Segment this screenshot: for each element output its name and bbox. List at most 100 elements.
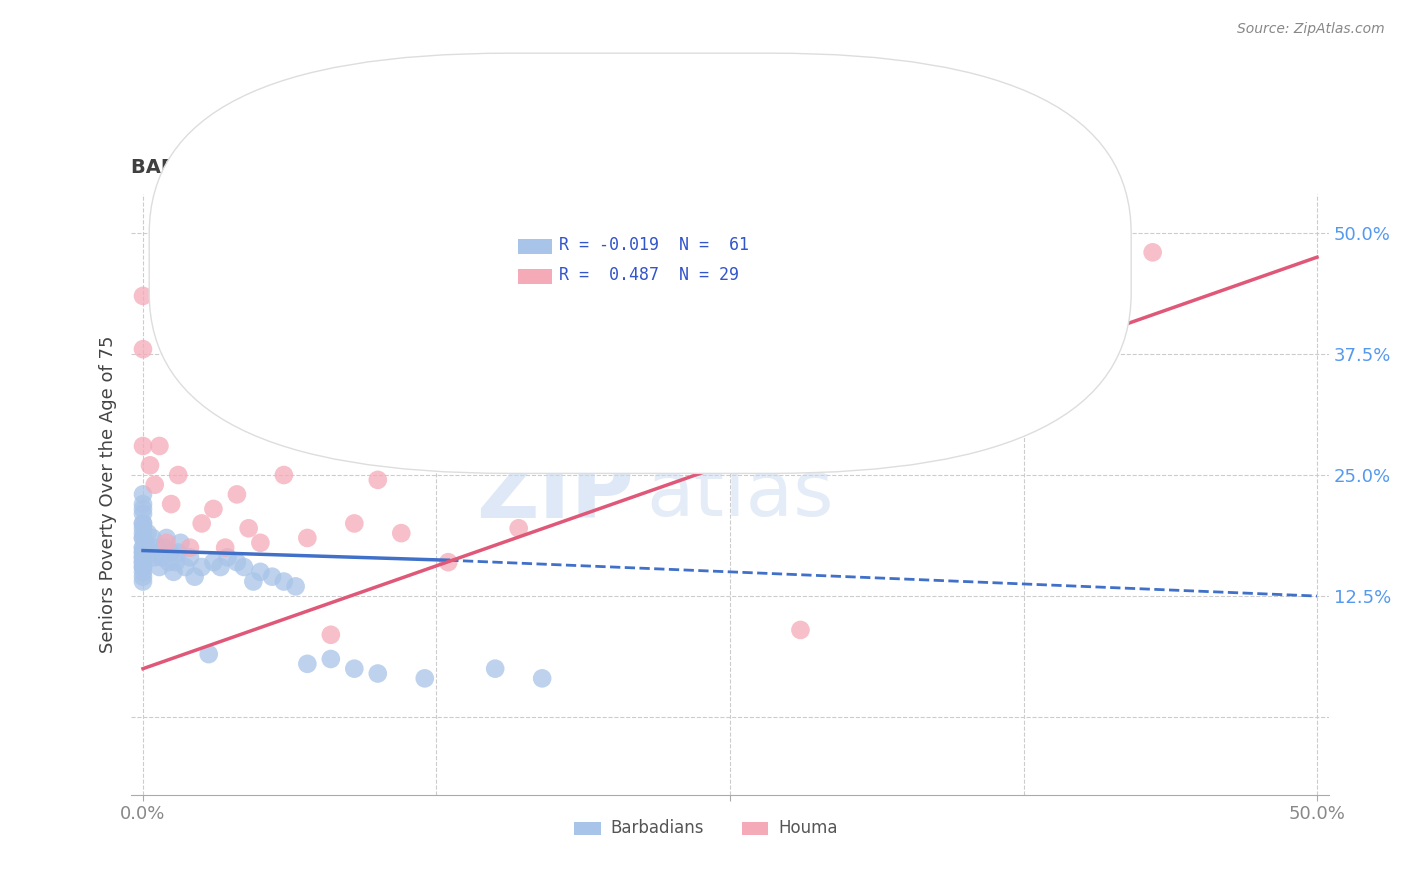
Point — [249, 565, 271, 579]
Point — [226, 555, 249, 569]
Point — [343, 662, 366, 676]
Point — [167, 545, 190, 559]
Point — [179, 541, 201, 555]
Point — [134, 536, 156, 550]
Point — [132, 555, 155, 569]
FancyBboxPatch shape — [149, 54, 1132, 474]
Point — [132, 502, 155, 516]
Point — [141, 531, 163, 545]
Point — [179, 550, 201, 565]
Point — [233, 560, 256, 574]
Point — [139, 545, 162, 559]
Point — [143, 477, 166, 491]
Point — [143, 550, 166, 565]
Point — [1142, 245, 1164, 260]
Point — [132, 526, 155, 541]
Text: Houma: Houma — [778, 819, 838, 837]
Point — [132, 521, 155, 535]
Point — [190, 560, 212, 574]
Point — [437, 555, 460, 569]
Point — [132, 487, 155, 501]
Point — [297, 657, 319, 671]
Point — [132, 439, 155, 453]
Bar — [517, 269, 551, 285]
Point — [190, 516, 212, 531]
Point — [132, 531, 155, 545]
Point — [148, 439, 170, 453]
Point — [284, 579, 307, 593]
Point — [132, 342, 155, 356]
Point — [343, 516, 366, 531]
Point — [132, 550, 155, 565]
Point — [209, 560, 232, 574]
Point — [789, 623, 811, 637]
Point — [132, 555, 155, 569]
Text: ZIP: ZIP — [477, 453, 634, 536]
Text: R =  0.487  N = 29: R = 0.487 N = 29 — [558, 267, 738, 285]
Bar — [517, 239, 551, 254]
Point — [226, 487, 249, 501]
Point — [319, 652, 342, 666]
Point — [132, 289, 155, 303]
Point — [132, 545, 155, 559]
Point — [132, 541, 155, 555]
Point — [148, 560, 170, 574]
Point — [160, 545, 183, 559]
Point — [389, 526, 412, 541]
Point — [157, 555, 180, 569]
Point — [273, 574, 295, 589]
Point — [132, 560, 155, 574]
Y-axis label: Seniors Poverty Over the Age of 75: Seniors Poverty Over the Age of 75 — [100, 335, 117, 653]
Point — [859, 347, 882, 361]
Point — [174, 560, 197, 574]
Point — [367, 666, 389, 681]
Point — [183, 570, 205, 584]
Point — [132, 541, 155, 555]
Point — [169, 536, 191, 550]
Point — [217, 550, 239, 565]
Point — [1071, 333, 1094, 347]
Text: atlas: atlas — [647, 457, 834, 533]
Point — [132, 570, 155, 584]
Point — [367, 473, 389, 487]
Point — [132, 550, 155, 565]
Point — [484, 662, 506, 676]
Point — [531, 671, 554, 685]
Point — [153, 541, 176, 555]
Text: Barbadians: Barbadians — [610, 819, 704, 837]
Point — [238, 521, 260, 535]
Text: BARBADIAN VS HOUMA SENIORS POVERTY OVER THE AGE OF 75 CORRELATION CHART: BARBADIAN VS HOUMA SENIORS POVERTY OVER … — [131, 159, 1074, 178]
Point — [162, 565, 184, 579]
Text: R = -0.019  N =  61: R = -0.019 N = 61 — [558, 236, 749, 254]
Point — [202, 502, 225, 516]
Point — [319, 628, 342, 642]
Point — [132, 507, 155, 521]
Point — [132, 531, 155, 545]
Point — [262, 570, 284, 584]
Point — [146, 541, 169, 555]
Point — [197, 647, 219, 661]
Point — [813, 361, 835, 376]
Point — [155, 531, 177, 545]
Point — [132, 560, 155, 574]
Point — [214, 541, 236, 555]
Point — [202, 555, 225, 569]
Point — [165, 555, 187, 569]
Point — [273, 468, 295, 483]
Point — [136, 526, 159, 541]
Point — [132, 516, 155, 531]
Point — [249, 536, 271, 550]
Bar — [574, 822, 600, 835]
Point — [150, 550, 173, 565]
Text: Source: ZipAtlas.com: Source: ZipAtlas.com — [1237, 22, 1385, 37]
Point — [132, 545, 155, 559]
Point — [132, 565, 155, 579]
Point — [167, 468, 190, 483]
Point — [508, 521, 530, 535]
Point — [155, 536, 177, 550]
Point — [132, 516, 155, 531]
Point — [132, 574, 155, 589]
Point — [160, 497, 183, 511]
Point — [139, 458, 162, 473]
Point — [132, 497, 155, 511]
